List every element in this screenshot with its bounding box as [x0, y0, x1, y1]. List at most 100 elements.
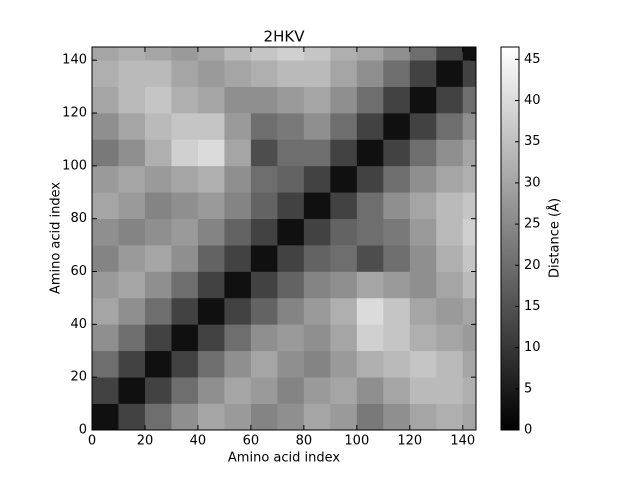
heatmap-cell [92, 324, 119, 352]
heatmap-cell [277, 218, 305, 246]
x-tick-label: 100 [344, 434, 369, 449]
heatmap-cell [462, 86, 477, 114]
heatmap-cell [92, 86, 119, 114]
heatmap-cell [224, 86, 252, 114]
heatmap-cell [383, 113, 411, 140]
heatmap-cell [436, 192, 464, 219]
heatmap-cell [462, 377, 477, 404]
heatmap-cell [409, 192, 437, 219]
heatmap-cell [144, 139, 172, 167]
heatmap-cell [409, 377, 437, 404]
heatmap-cell [330, 271, 358, 299]
heatmap-cell [118, 165, 146, 193]
heatmap-cell [171, 403, 199, 431]
heatmap-cell [436, 403, 464, 431]
heatmap-cell [356, 192, 384, 219]
heatmap-cell [250, 297, 278, 325]
colorbar-tick-label: 40 [524, 93, 541, 108]
heatmap-cell [303, 218, 331, 246]
heatmap-cell [118, 47, 146, 61]
heatmap-cell [171, 47, 199, 61]
heatmap-cell [224, 139, 252, 167]
heatmap-cell [250, 245, 278, 272]
heatmap-cell [462, 192, 477, 219]
colorbar-tick-label: 5 [524, 381, 532, 396]
y-tick-label: 20 [70, 370, 87, 385]
heatmap-cell [92, 139, 119, 167]
heatmap-cell [197, 165, 225, 193]
heatmap-cell [462, 139, 477, 167]
heatmap-cell [224, 60, 252, 87]
heatmap [92, 47, 477, 431]
heatmap-cell [92, 192, 119, 219]
heatmap-cell [197, 113, 225, 140]
x-tick-label: 60 [243, 434, 260, 449]
heatmap-cell [250, 113, 278, 140]
x-tick-label: 40 [190, 434, 207, 449]
heatmap-cell [171, 245, 199, 272]
heatmap-cell [250, 218, 278, 246]
heatmap-cell [118, 377, 146, 404]
heatmap-cell [118, 113, 146, 140]
heatmap-cell [224, 47, 252, 61]
heatmap-cell [197, 139, 225, 167]
heatmap-cell [462, 60, 477, 87]
heatmap-cell [383, 271, 411, 299]
colorbar-tick-label: 20 [524, 258, 541, 273]
heatmap-cell [383, 86, 411, 114]
heatmap-cell [224, 271, 252, 299]
heatmap-cell [462, 245, 477, 272]
heatmap-cell [224, 218, 252, 246]
heatmap-cell [197, 192, 225, 219]
heatmap-cell [356, 297, 384, 325]
heatmap-cell [144, 60, 172, 87]
heatmap-cell [197, 403, 225, 431]
heatmap-cell [462, 113, 477, 140]
heatmap-cell [144, 245, 172, 272]
heatmap-cell [383, 47, 411, 61]
heatmap-cell [197, 271, 225, 299]
heatmap-cell [462, 403, 477, 431]
heatmap-cell [144, 350, 172, 378]
heatmap-cell [92, 60, 119, 87]
colorbar-tick-label: 35 [524, 134, 541, 149]
heatmap-cell [250, 86, 278, 114]
heatmap-cell [303, 192, 331, 219]
heatmap-cell [277, 192, 305, 219]
heatmap-cell [197, 245, 225, 272]
heatmap-cell [224, 324, 252, 352]
heatmap-cell [144, 218, 172, 246]
x-tick-label: 0 [88, 434, 96, 449]
heatmap-cell [92, 47, 119, 61]
heatmap-cell [224, 113, 252, 140]
heatmap-cell [118, 86, 146, 114]
heatmap-cell [436, 297, 464, 325]
heatmap-cell [197, 60, 225, 87]
heatmap-cell [92, 218, 119, 246]
heatmap-cell [356, 60, 384, 87]
heatmap-cell [277, 113, 305, 140]
heatmap-cell [383, 192, 411, 219]
heatmap-cell [224, 192, 252, 219]
heatmap-cell [92, 377, 119, 404]
heatmap-cell [330, 350, 358, 378]
heatmap-cell [303, 86, 331, 114]
heatmap-cell [383, 403, 411, 431]
heatmap-cell [383, 350, 411, 378]
y-tick-label: 100 [62, 158, 87, 173]
heatmap-cell [303, 403, 331, 431]
heatmap-cell [383, 245, 411, 272]
heatmap-cell [144, 324, 172, 352]
heatmap-cell [171, 60, 199, 87]
heatmap-cell [356, 218, 384, 246]
colorbar-tick-label: 45 [524, 52, 541, 67]
chart-title: 2HKV [264, 28, 306, 46]
heatmap-cell [118, 139, 146, 167]
colorbar-tick-label: 0 [524, 423, 532, 438]
heatmap-cell [383, 297, 411, 325]
heatmap-cell [118, 218, 146, 246]
heatmap-cell [197, 47, 225, 61]
heatmap-cell [277, 165, 305, 193]
heatmap-cell [436, 165, 464, 193]
